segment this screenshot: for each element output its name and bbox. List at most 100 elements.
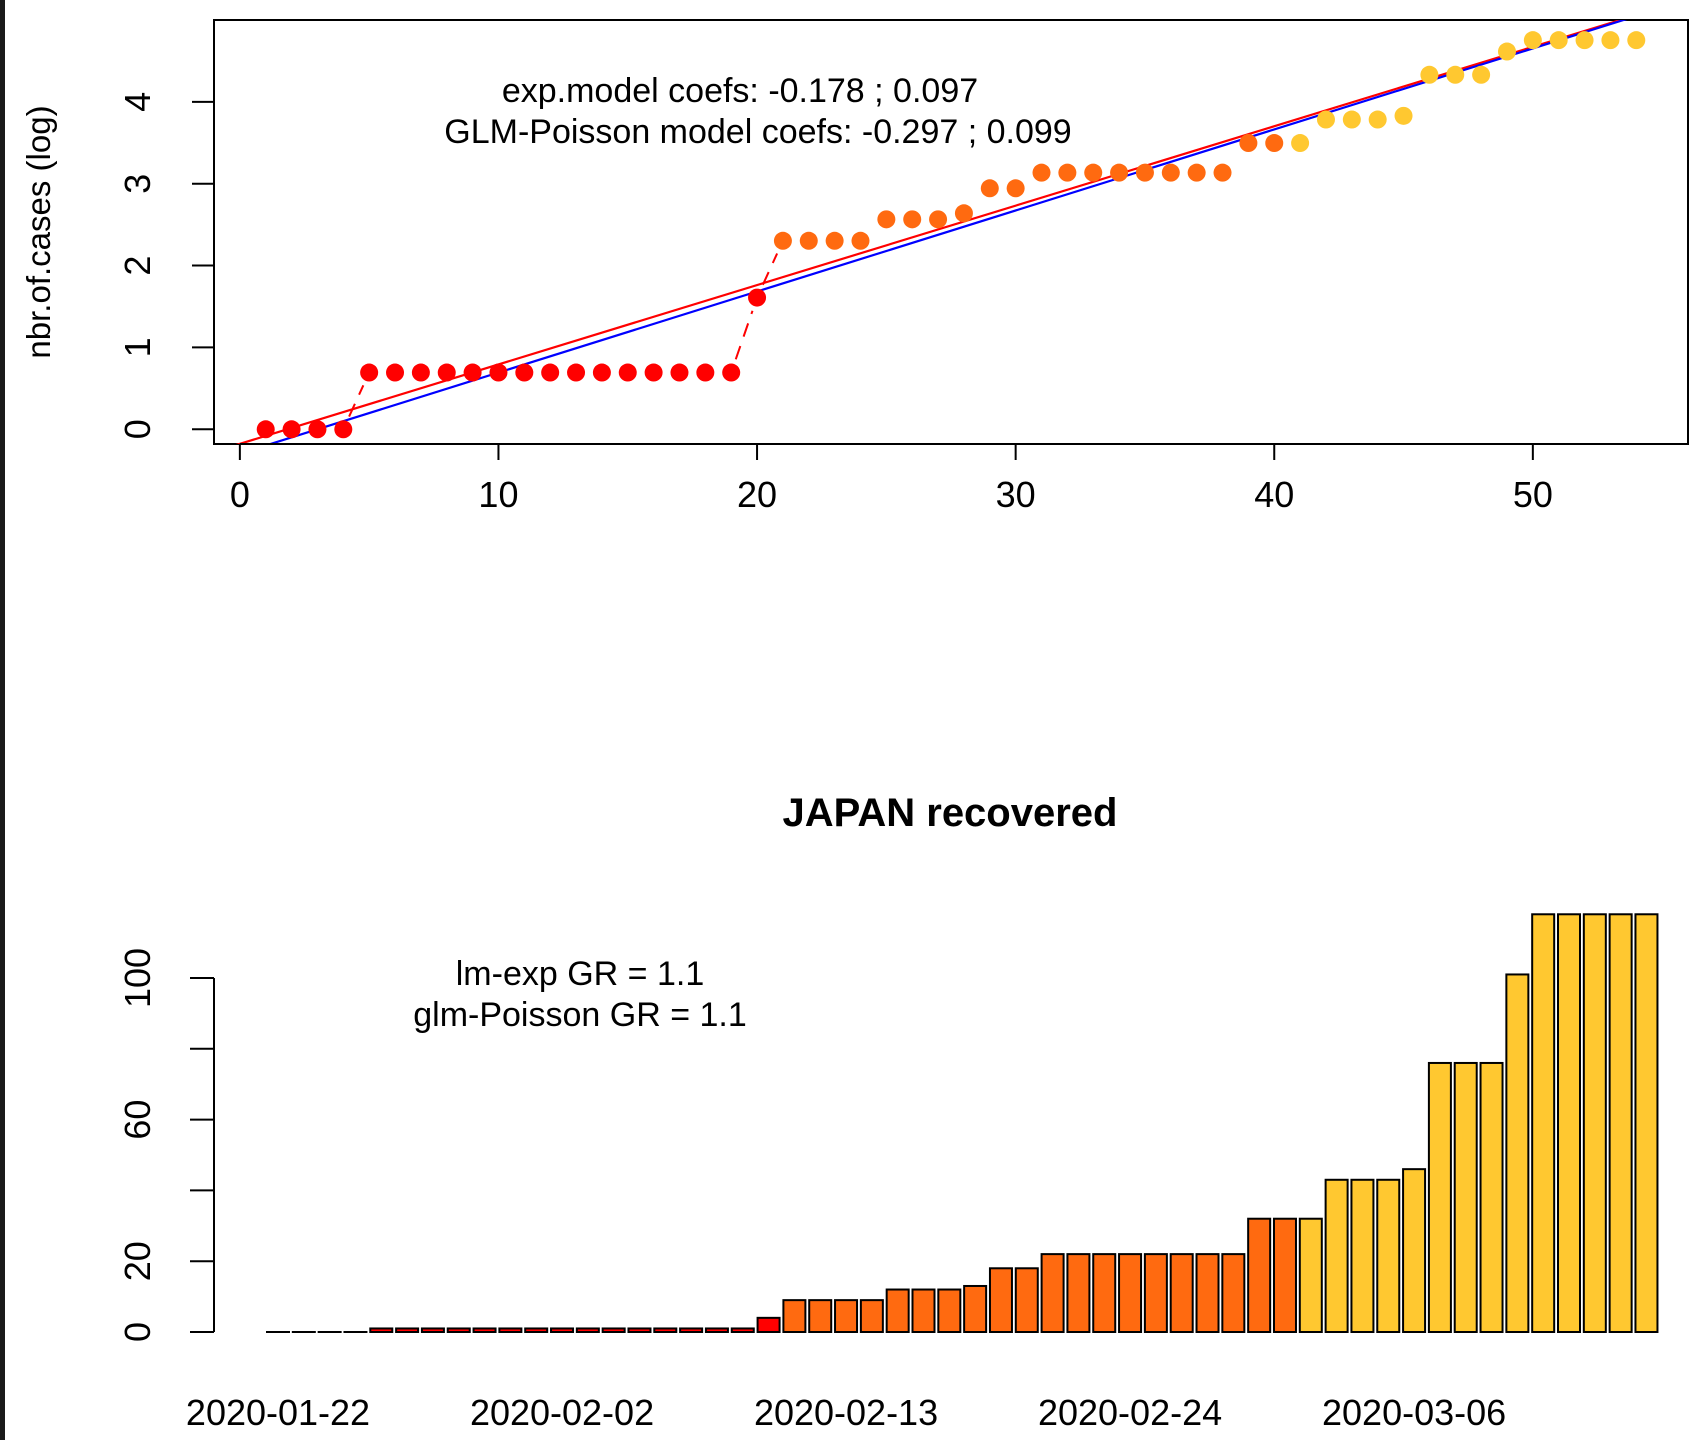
connector-1 <box>734 310 754 360</box>
bar <box>1014 1267 1039 1334</box>
data-point <box>1420 65 1439 84</box>
data-point <box>308 420 327 439</box>
connector-segments <box>348 253 779 417</box>
bar <box>1582 913 1607 1334</box>
bar <box>446 1327 471 1333</box>
y-tick-label: 3 <box>117 174 158 194</box>
bars <box>266 913 1659 1334</box>
bar <box>963 1284 988 1333</box>
data-point <box>256 420 275 439</box>
bar <box>808 1299 833 1334</box>
x-tick-label: 2020-01-22 <box>186 1392 370 1433</box>
bar <box>1531 913 1556 1334</box>
x-tick-label: 2020-02-13 <box>754 1392 938 1433</box>
data-point <box>1549 31 1568 50</box>
data-point <box>670 363 689 382</box>
bar <box>885 1288 910 1334</box>
data-point <box>1058 163 1077 182</box>
data-point <box>1342 110 1361 129</box>
data-point <box>1575 31 1594 50</box>
data-point <box>903 210 922 229</box>
bar <box>1479 1061 1504 1333</box>
bar <box>1557 913 1581 1334</box>
fit-line-0 <box>235 20 1625 444</box>
fit-lines <box>235 20 1628 444</box>
annotation-lm-exp-gr: lm-exp GR = 1.1 <box>456 955 704 993</box>
bar <box>1092 1253 1117 1333</box>
x-tick-label: 2020-03-06 <box>1322 1392 1506 1433</box>
log-scatter-panel: 0 10 20 30 40 50 0 1 2 3 4 nbr.of.cases (log) exp… <box>20 19 1689 515</box>
data-point <box>825 231 844 250</box>
y-tick-label: 1 <box>117 337 158 357</box>
bar <box>756 1316 781 1333</box>
annotation-glm-coefs: GLM-Poisson model coefs: -0.297 ; 0.099 <box>444 113 1071 151</box>
x-tick-label: 2020-02-24 <box>1038 1392 1222 1433</box>
data-point <box>1472 65 1491 84</box>
data-point <box>773 231 792 250</box>
x-tick-label: 0 <box>230 474 250 515</box>
data-point <box>1497 42 1516 61</box>
data-point <box>282 420 301 439</box>
data-point <box>1291 134 1310 153</box>
data-point <box>1213 163 1232 182</box>
data-point <box>799 231 818 250</box>
y-axis: 0 1 2 3 4 <box>117 92 214 439</box>
bar <box>1066 1253 1091 1333</box>
bar <box>782 1299 807 1334</box>
data-point <box>851 231 870 250</box>
data-point <box>567 363 586 382</box>
annotation-glm-poisson-gr: glm-Poisson GR = 1.1 <box>413 996 747 1034</box>
y-tick-label: 20 <box>117 1241 158 1281</box>
scatter-points <box>256 31 1646 439</box>
bar <box>1298 1217 1323 1333</box>
connector-2 <box>761 253 779 286</box>
bar <box>1402 1168 1427 1334</box>
bar <box>575 1327 600 1333</box>
bar <box>1195 1253 1220 1333</box>
data-point <box>411 363 430 382</box>
data-point <box>1032 163 1051 182</box>
data-point <box>1265 134 1284 153</box>
bar <box>653 1327 678 1333</box>
y-tick-label: 4 <box>117 92 158 112</box>
y-tick-label: 0 <box>117 1322 158 1342</box>
data-point <box>1084 163 1103 182</box>
x-tick-label: 10 <box>478 474 518 515</box>
bar <box>1634 913 1659 1334</box>
data-point <box>1394 106 1413 125</box>
data-point <box>644 363 663 382</box>
data-point <box>592 363 611 382</box>
data-point <box>334 420 353 439</box>
connector-0 <box>348 384 365 417</box>
bar <box>1376 1178 1401 1334</box>
bar <box>911 1288 936 1334</box>
bar <box>1118 1253 1143 1333</box>
bar <box>1272 1217 1297 1333</box>
bar <box>472 1327 497 1333</box>
data-point <box>1135 163 1154 182</box>
data-point <box>618 363 637 382</box>
data-point <box>1601 31 1620 50</box>
data-point <box>1523 31 1542 50</box>
bar <box>1453 1061 1478 1333</box>
bar <box>1608 913 1633 1334</box>
bar <box>369 1327 394 1333</box>
bar <box>524 1327 549 1333</box>
data-point <box>1110 163 1129 182</box>
x-tick-label: 2020-02-02 <box>470 1392 654 1433</box>
bar <box>550 1327 575 1333</box>
data-point <box>489 363 508 382</box>
data-point <box>877 210 896 229</box>
window-edge <box>0 0 5 1440</box>
data-point <box>1187 163 1206 182</box>
bar <box>1040 1253 1065 1333</box>
annotation-exp-coefs: exp.model coefs: -0.178 ; 0.097 <box>502 72 978 110</box>
data-point <box>748 288 767 307</box>
x-tick-label: 20 <box>737 474 777 515</box>
bar <box>1427 1061 1452 1333</box>
data-point <box>722 363 741 382</box>
bar <box>1221 1253 1246 1333</box>
bar <box>834 1299 859 1334</box>
